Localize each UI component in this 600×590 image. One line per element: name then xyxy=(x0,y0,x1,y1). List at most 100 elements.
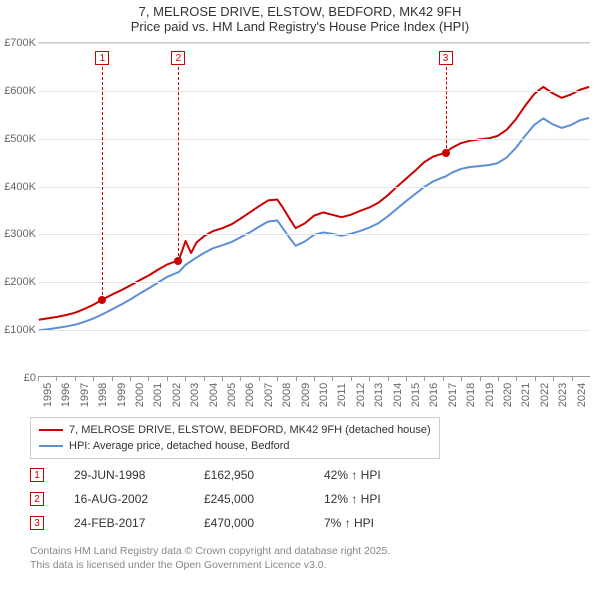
series-line xyxy=(39,87,589,320)
sale-marker-box: 3 xyxy=(30,516,44,530)
table-row: 1 29-JUN-1998 £162,950 42% ↑ HPI xyxy=(30,463,434,487)
x-tick-label: 2004 xyxy=(208,383,220,407)
x-tick-mark xyxy=(204,377,205,381)
x-tick-label: 2022 xyxy=(539,383,551,407)
x-tick-mark xyxy=(461,377,462,381)
x-tick-mark xyxy=(240,377,241,381)
x-tick-mark xyxy=(130,377,131,381)
sale-vs-hpi: 12% ↑ HPI xyxy=(324,492,434,506)
y-gridline xyxy=(38,91,590,92)
x-tick-mark xyxy=(516,377,517,381)
legend-swatch xyxy=(39,445,63,447)
x-tick-mark xyxy=(369,377,370,381)
x-tick-mark xyxy=(314,377,315,381)
x-tick-label: 2019 xyxy=(484,383,496,407)
x-tick-mark xyxy=(535,377,536,381)
y-gridline xyxy=(38,282,590,283)
x-tick-mark xyxy=(332,377,333,381)
sale-price: £470,000 xyxy=(204,516,324,530)
sale-vs-hpi: 7% ↑ HPI xyxy=(324,516,434,530)
x-tick-label: 2023 xyxy=(557,383,569,407)
x-tick-mark xyxy=(167,377,168,381)
marker-dot xyxy=(174,257,182,265)
y-gridline xyxy=(38,234,590,235)
x-tick-label: 2010 xyxy=(318,383,330,407)
x-tick-label: 2005 xyxy=(226,383,238,407)
plot-area: £0£100K£200K£300K£400K£500K£600K£700K199… xyxy=(38,42,590,377)
x-tick-label: 2001 xyxy=(152,383,164,407)
marker-dot xyxy=(98,296,106,304)
x-tick-label: 1998 xyxy=(97,383,109,407)
x-tick-mark xyxy=(185,377,186,381)
y-gridline xyxy=(38,43,590,44)
footer-attribution: Contains HM Land Registry data © Crown c… xyxy=(30,544,390,572)
marker-dashed-line xyxy=(102,67,103,300)
y-tick-label: £0 xyxy=(0,372,36,384)
y-gridline xyxy=(38,139,590,140)
x-tick-label: 2011 xyxy=(336,383,348,407)
x-tick-mark xyxy=(553,377,554,381)
sale-marker-box: 1 xyxy=(30,468,44,482)
chart-svg xyxy=(38,43,590,377)
y-tick-label: £700K xyxy=(0,37,36,49)
x-tick-label: 1995 xyxy=(42,383,54,407)
chart-title: 7, MELROSE DRIVE, ELSTOW, BEDFORD, MK42 … xyxy=(0,0,600,36)
x-tick-label: 2013 xyxy=(373,383,385,407)
x-tick-label: 2014 xyxy=(392,383,404,407)
marker-dashed-line xyxy=(178,67,179,261)
y-tick-label: £500K xyxy=(0,133,36,145)
x-tick-mark xyxy=(296,377,297,381)
x-tick-mark xyxy=(112,377,113,381)
y-tick-label: £600K xyxy=(0,85,36,97)
y-tick-label: £300K xyxy=(0,228,36,240)
sale-price: £245,000 xyxy=(204,492,324,506)
x-tick-mark xyxy=(498,377,499,381)
x-tick-mark xyxy=(259,377,260,381)
sale-price: £162,950 xyxy=(204,468,324,482)
legend-item: 7, MELROSE DRIVE, ELSTOW, BEDFORD, MK42 … xyxy=(39,422,431,438)
x-tick-mark xyxy=(406,377,407,381)
marker-number-box: 1 xyxy=(95,51,109,65)
x-tick-mark xyxy=(424,377,425,381)
x-tick-mark xyxy=(388,377,389,381)
y-tick-label: £200K xyxy=(0,276,36,288)
table-row: 3 24-FEB-2017 £470,000 7% ↑ HPI xyxy=(30,511,434,535)
x-tick-mark xyxy=(222,377,223,381)
x-tick-mark xyxy=(572,377,573,381)
legend-swatch xyxy=(39,429,63,431)
sale-marker-box: 2 xyxy=(30,492,44,506)
x-tick-label: 2000 xyxy=(134,383,146,407)
marker-number-box: 3 xyxy=(439,51,453,65)
sale-date: 29-JUN-1998 xyxy=(74,468,204,482)
x-tick-mark xyxy=(480,377,481,381)
x-tick-label: 2008 xyxy=(281,383,293,407)
legend: 7, MELROSE DRIVE, ELSTOW, BEDFORD, MK42 … xyxy=(30,417,440,459)
x-tick-mark xyxy=(38,377,39,381)
x-tick-label: 1997 xyxy=(79,383,91,407)
x-tick-mark xyxy=(56,377,57,381)
x-tick-label: 2002 xyxy=(171,383,183,407)
x-tick-label: 2007 xyxy=(263,383,275,407)
x-tick-label: 1996 xyxy=(60,383,72,407)
x-tick-mark xyxy=(93,377,94,381)
sale-date: 16-AUG-2002 xyxy=(74,492,204,506)
x-tick-mark xyxy=(148,377,149,381)
y-tick-label: £400K xyxy=(0,181,36,193)
legend-label: HPI: Average price, detached house, Bedf… xyxy=(69,438,290,454)
y-tick-label: £100K xyxy=(0,324,36,336)
footer-line: This data is licensed under the Open Gov… xyxy=(30,558,390,572)
sale-date: 24-FEB-2017 xyxy=(74,516,204,530)
legend-label: 7, MELROSE DRIVE, ELSTOW, BEDFORD, MK42 … xyxy=(69,422,431,438)
sales-table: 1 29-JUN-1998 £162,950 42% ↑ HPI 2 16-AU… xyxy=(30,463,434,535)
legend-item: HPI: Average price, detached house, Bedf… xyxy=(39,438,431,454)
x-tick-label: 2006 xyxy=(244,383,256,407)
marker-number-box: 2 xyxy=(171,51,185,65)
table-row: 2 16-AUG-2002 £245,000 12% ↑ HPI xyxy=(30,487,434,511)
x-tick-label: 2020 xyxy=(502,383,514,407)
x-tick-label: 2003 xyxy=(189,383,201,407)
footer-line: Contains HM Land Registry data © Crown c… xyxy=(30,544,390,558)
y-gridline xyxy=(38,330,590,331)
x-tick-mark xyxy=(351,377,352,381)
sale-vs-hpi: 42% ↑ HPI xyxy=(324,468,434,482)
x-tick-mark xyxy=(75,377,76,381)
